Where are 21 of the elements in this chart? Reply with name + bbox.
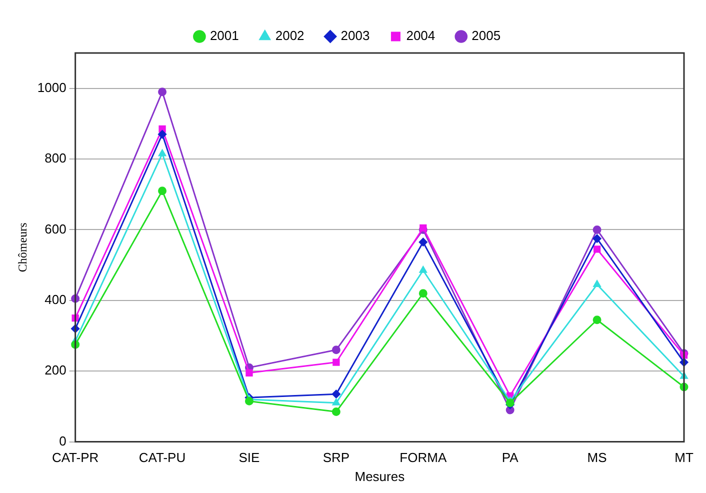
y-axis-title: Chômeurs — [15, 222, 30, 272]
y-tick-label: 600 — [44, 221, 66, 236]
x-tick-label: FORMA — [400, 450, 447, 466]
x-tick-label: CAT-PU — [138, 450, 186, 466]
x-tick-label: MS — [587, 450, 608, 466]
x-tick-label: MT — [674, 450, 694, 466]
x-tick-label: SRP — [322, 450, 350, 466]
y-tick-label: 200 — [44, 362, 66, 378]
legend-label: 2003 — [340, 28, 370, 44]
y-tick-label: 800 — [44, 150, 66, 166]
legend-label: 2004 — [406, 28, 436, 44]
legend-label: 2005 — [472, 28, 501, 44]
x-tick-label: PA — [502, 450, 519, 466]
x-tick-label: CAT-PR — [52, 450, 99, 466]
legend-label: 2001 — [210, 28, 239, 44]
x-axis-title: Mesures — [354, 468, 406, 484]
x-tick-label: SIE — [238, 450, 260, 466]
y-tick-label: 400 — [44, 292, 66, 307]
y-tick-label: 1000 — [37, 80, 66, 95]
y-tick-label: 0 — [59, 433, 66, 448]
legend-label: 2002 — [275, 28, 304, 44]
